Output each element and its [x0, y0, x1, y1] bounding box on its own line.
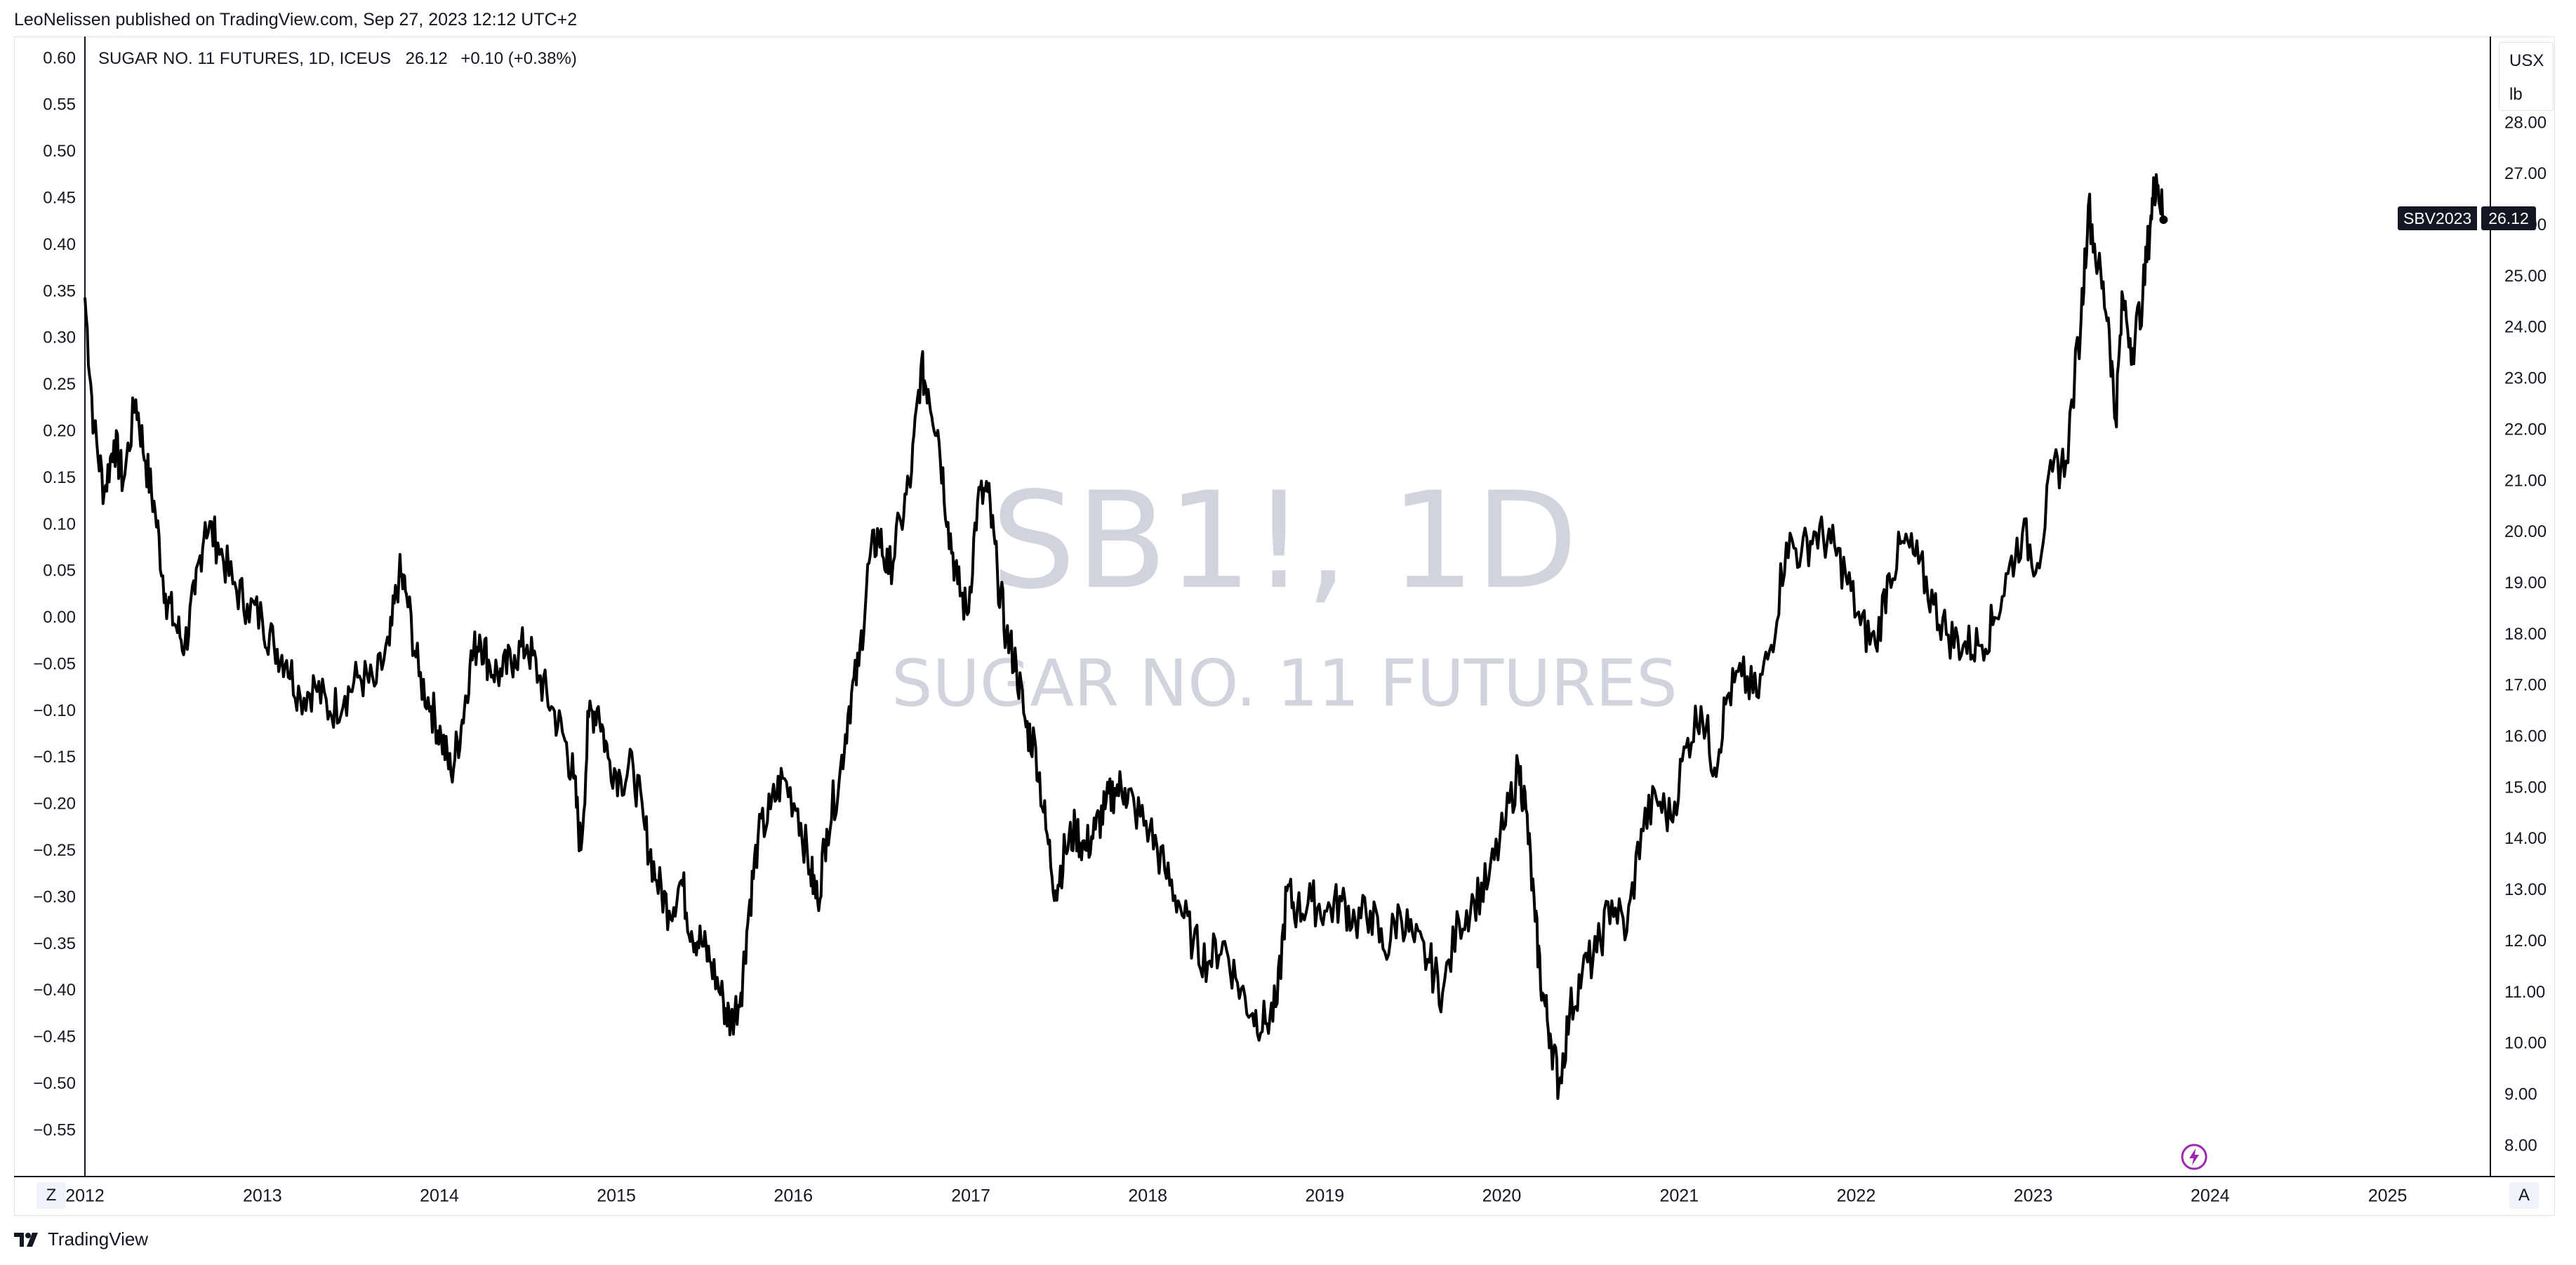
right-axis-tick-label: 15.00 — [2504, 778, 2547, 797]
last-price-value: 26.12 — [2481, 206, 2536, 230]
legend-change: +0.10 (+0.38%) — [460, 49, 577, 68]
left-axis-ticks: 0.60 0.55 0.50 0.45 0.40 0.35 0.30 0.25 0.20 0.15… — [33, 48, 76, 1139]
right-axis-tick-label: 20.00 — [2504, 522, 2547, 541]
publish-line: LeoNelissen published on TradingView.com… — [14, 10, 578, 29]
left-axis-tick-label: −0.55 — [33, 1120, 76, 1139]
time-axis-tick-label: 2016 — [774, 1186, 813, 1206]
time-axis-tick-label: 2020 — [1482, 1186, 1522, 1206]
right-axis-tick-label: 14.00 — [2504, 829, 2547, 848]
left-axis-tick-label: 0.60 — [43, 48, 76, 67]
left-axis-tick-label: 0.15 — [43, 468, 76, 487]
unit-per: lb — [2509, 85, 2523, 104]
left-axis-tick-label: −0.50 — [33, 1074, 76, 1093]
left-axis-tick-label: −0.30 — [33, 887, 76, 906]
left-axis-tick-label: 0.30 — [43, 329, 76, 347]
left-axis-tick-label: −0.25 — [33, 841, 76, 860]
right-axis-tick-label: 23.00 — [2504, 369, 2547, 388]
symbol-legend[interactable]: SUGAR NO. 11 FUTURES, 1D, ICEUS 26.12 +0… — [98, 49, 577, 69]
left-axis-tick-label: 0.05 — [43, 562, 76, 581]
right-axis-tick-label: 22.00 — [2504, 420, 2547, 439]
left-axis-tick-label: 0.55 — [43, 95, 76, 114]
left-axis-tick-label: −0.20 — [33, 795, 76, 814]
right-axis-tick-label: 19.00 — [2504, 574, 2547, 592]
legend-symbol: SUGAR NO. 11 FUTURES, 1D, ICEUS — [98, 49, 391, 68]
left-axis-tick-label: 0.35 — [43, 282, 76, 300]
left-axis-tick-label: 0.10 — [43, 515, 76, 534]
unit-currency: USX — [2509, 51, 2544, 70]
chart-frame — [14, 37, 2555, 1216]
time-axis-tick-label: 2014 — [420, 1186, 459, 1206]
right-axis-tick-label: 17.00 — [2504, 676, 2547, 695]
left-axis-tick-label: −0.40 — [33, 981, 76, 1000]
left-axis-tick-label: 0.20 — [43, 421, 76, 440]
left-axis-tick-label: 0.25 — [43, 375, 76, 394]
right-axis-tick-label: 10.00 — [2504, 1034, 2547, 1053]
time-axis-tick-label: 2013 — [243, 1186, 282, 1206]
legend-last-price: 26.12 — [405, 49, 448, 68]
last-price-tag: SBV2023 26.12 — [2398, 206, 2536, 230]
brand-footer[interactable]: TradingView — [14, 1228, 148, 1250]
time-axis-tick-label: 2019 — [1306, 1186, 1345, 1206]
left-axis-tick-label: −0.45 — [33, 1028, 76, 1047]
right-axis-tick-label: 18.00 — [2504, 625, 2547, 644]
right-axis-tick-label: 13.00 — [2504, 880, 2547, 899]
last-price-symbol: SBV2023 — [2398, 206, 2478, 230]
tradingview-logo-icon — [14, 1232, 38, 1247]
left-axis-tick-label: 0.50 — [43, 142, 76, 161]
time-axis-tick-label: 2023 — [2014, 1186, 2053, 1206]
right-axis-tick-label: 8.00 — [2504, 1136, 2537, 1155]
right-axis-tick-label: 11.00 — [2504, 983, 2545, 1002]
right-axis-tick-label: 25.00 — [2504, 267, 2547, 286]
left-axis-tick-label: −0.15 — [33, 748, 76, 767]
right-axis-tick-label: 24.00 — [2504, 318, 2547, 337]
left-axis-tick-label: −0.35 — [33, 934, 76, 953]
right-axis-ticks: 28.0027.0026.0025.0024.0023.0022.0021.00… — [2504, 113, 2547, 1155]
brand-name: TradingView — [48, 1228, 149, 1250]
right-axis-tick-label: 12.00 — [2504, 932, 2547, 951]
right-axis-tick-label: 9.00 — [2504, 1085, 2537, 1104]
price-series-line — [84, 173, 2165, 1100]
left-axis-tick-label: 0.40 — [43, 235, 76, 254]
time-axis-tick-label: 2018 — [1128, 1186, 1167, 1206]
bolt-icon[interactable] — [2180, 1143, 2208, 1171]
time-axis-tick-label: 2017 — [951, 1186, 990, 1206]
zoom-button[interactable]: Z — [36, 1182, 66, 1209]
time-axis-tick-label: 2022 — [1837, 1186, 1876, 1206]
watermark-symbol: SB1!, 1D — [991, 463, 1578, 618]
left-axis-tick-label: −0.05 — [33, 654, 76, 673]
right-axis-tick-label: 28.00 — [2504, 113, 2547, 132]
time-axis-tick-label: 2015 — [597, 1186, 636, 1206]
right-axis-tick-label: 27.00 — [2504, 164, 2547, 183]
right-axis-tick-label: 16.00 — [2504, 727, 2547, 746]
right-axis-tick-label: 21.00 — [2504, 471, 2547, 490]
last-price-marker — [2159, 216, 2168, 224]
left-axis-tick-label: −0.10 — [33, 701, 76, 720]
left-axis-tick-label: 0.00 — [43, 608, 76, 627]
unit-selector[interactable]: USX lb — [2499, 42, 2554, 111]
auto-scale-button[interactable]: A — [2509, 1182, 2539, 1209]
time-axis-tick-label: 2012 — [65, 1186, 105, 1206]
time-axis-tick-label: 2021 — [1659, 1186, 1699, 1206]
time-axis-tick-label: 2024 — [2191, 1186, 2230, 1206]
time-axis-ticks: 2012 2013 2014 2015 2016 2017 2018 2019 2020 2021… — [65, 1186, 2407, 1206]
time-axis-tick-label: 2025 — [2368, 1186, 2408, 1206]
left-axis-tick-label: 0.45 — [43, 189, 76, 208]
